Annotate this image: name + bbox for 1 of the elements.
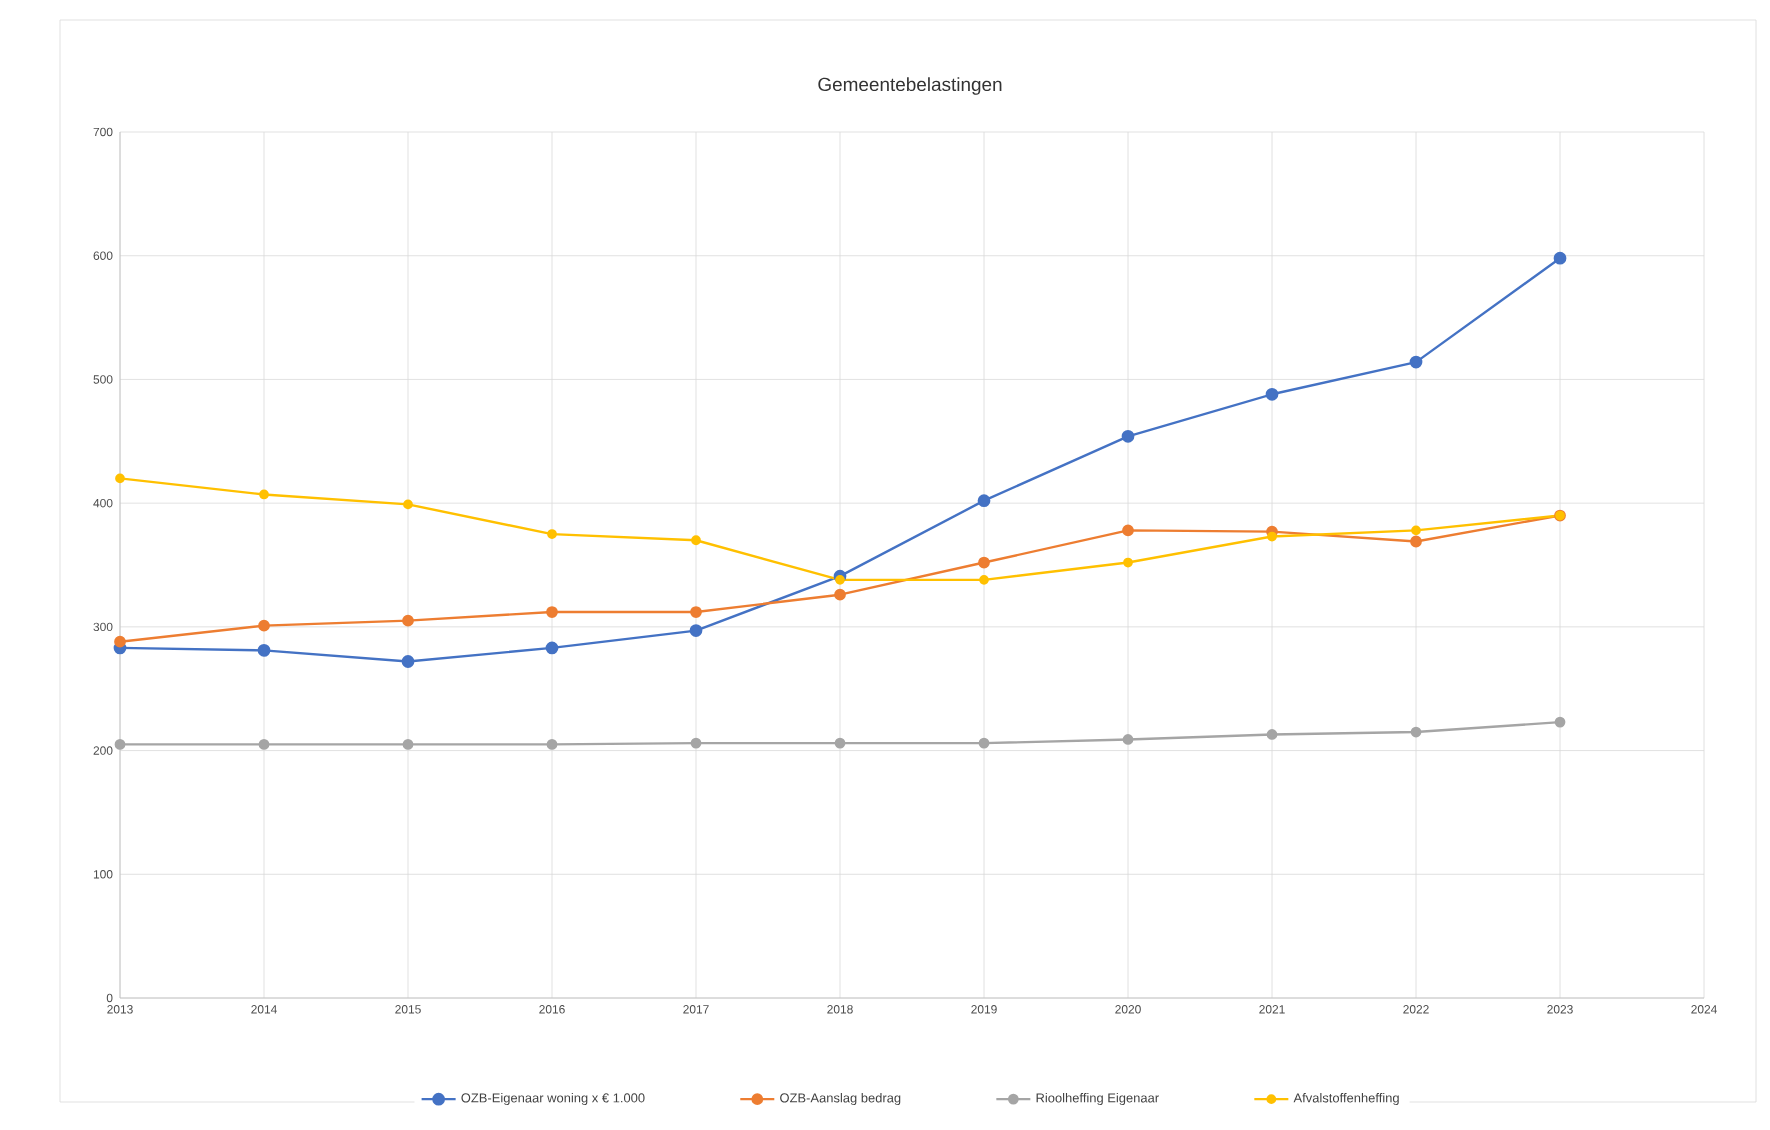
chart-title: Gemeentebelastingen [818,77,1002,95]
